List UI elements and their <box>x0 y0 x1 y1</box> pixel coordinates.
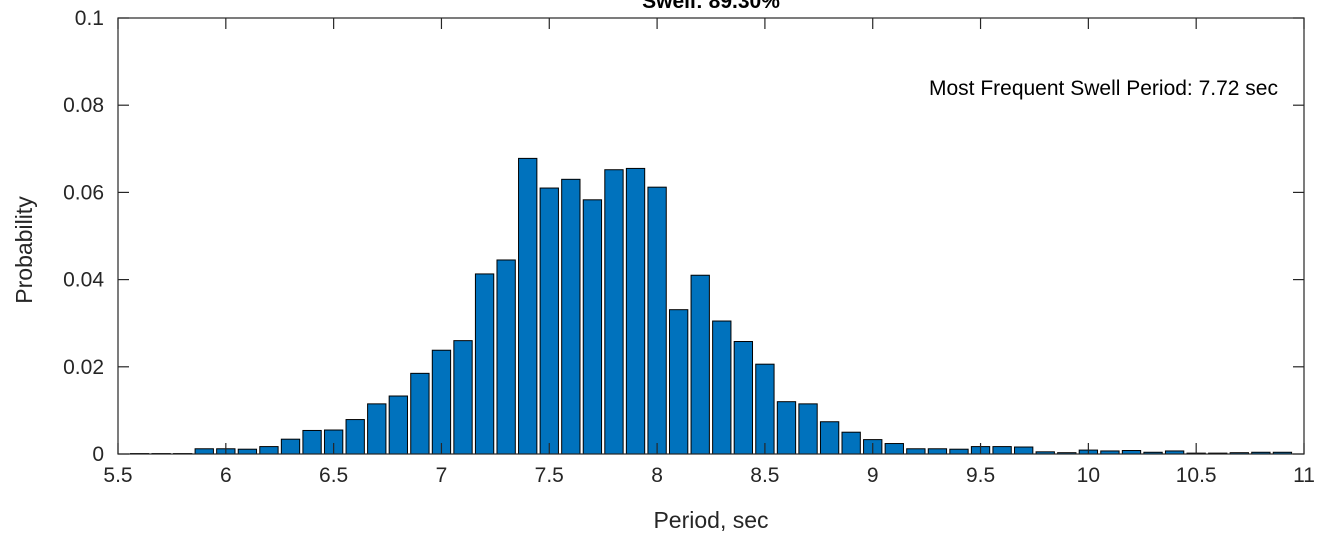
x-tick-label: 6 <box>220 464 232 487</box>
bar <box>474 273 495 455</box>
bar <box>604 169 624 455</box>
bar <box>280 438 301 455</box>
x-tick-label: 8.5 <box>750 464 779 487</box>
bar <box>582 199 603 455</box>
bar <box>712 320 732 455</box>
bar <box>388 395 408 455</box>
bar <box>992 446 1012 455</box>
bar <box>625 167 646 455</box>
bar <box>539 187 559 455</box>
bar <box>453 340 473 455</box>
chart-title: Swell: 89.30% <box>642 0 780 13</box>
x-tick-label: 11 <box>1293 464 1315 487</box>
bar <box>906 448 926 455</box>
bar <box>798 403 818 455</box>
y-tick-label: 0.02 <box>63 356 104 379</box>
bar <box>949 448 969 455</box>
bar <box>194 448 214 455</box>
most-frequent-period-annotation: Most Frequent Swell Period: 7.72 sec <box>929 77 1278 100</box>
y-tick-label: 0.08 <box>63 94 104 117</box>
y-tick-label: 0.1 <box>75 7 104 30</box>
bar <box>819 421 840 455</box>
bar <box>367 403 387 455</box>
bar <box>302 429 322 455</box>
bar <box>410 372 430 455</box>
y-axis-ticks: 0 0.02 0.04 0.06 0.08 0.1 <box>63 7 1304 466</box>
bar <box>841 431 861 455</box>
plot-frame <box>117 17 1305 455</box>
y-axis-label: Probability <box>11 196 37 304</box>
bar <box>237 448 258 455</box>
bar <box>755 363 775 455</box>
x-axis-label: Period, sec <box>653 507 768 533</box>
x-tick-label: 6.5 <box>319 464 348 487</box>
bar <box>496 259 516 455</box>
bar <box>259 446 279 455</box>
bar <box>1014 446 1034 455</box>
x-tick-label: 9 <box>867 464 879 487</box>
bar <box>776 401 797 455</box>
axes <box>117 17 1305 455</box>
bar <box>733 341 754 455</box>
bar <box>518 157 538 455</box>
bar <box>345 419 365 455</box>
x-tick-label: 5.5 <box>103 464 132 487</box>
bars-group <box>129 157 1293 455</box>
x-tick-label: 7 <box>436 464 448 487</box>
bar <box>690 274 710 455</box>
x-tick-label: 10.5 <box>1176 464 1217 487</box>
bar <box>561 178 581 455</box>
x-axis-ticks: 5.5 6 6.5 7 7.5 8 8.5 9 9.5 10 10.5 11 <box>103 18 1315 487</box>
bar <box>431 349 452 455</box>
bar <box>668 309 689 455</box>
x-tick-label: 10 <box>1077 464 1100 487</box>
y-tick-label: 0 <box>92 443 104 466</box>
y-tick-label: 0.04 <box>63 269 104 292</box>
bar <box>884 443 904 455</box>
y-tick-label: 0.06 <box>63 181 104 204</box>
x-tick-label: 7.5 <box>535 464 564 487</box>
bar <box>647 186 667 455</box>
x-tick-label: 9.5 <box>966 464 995 487</box>
bar <box>927 448 948 455</box>
x-tick-label: 8 <box>651 464 663 487</box>
